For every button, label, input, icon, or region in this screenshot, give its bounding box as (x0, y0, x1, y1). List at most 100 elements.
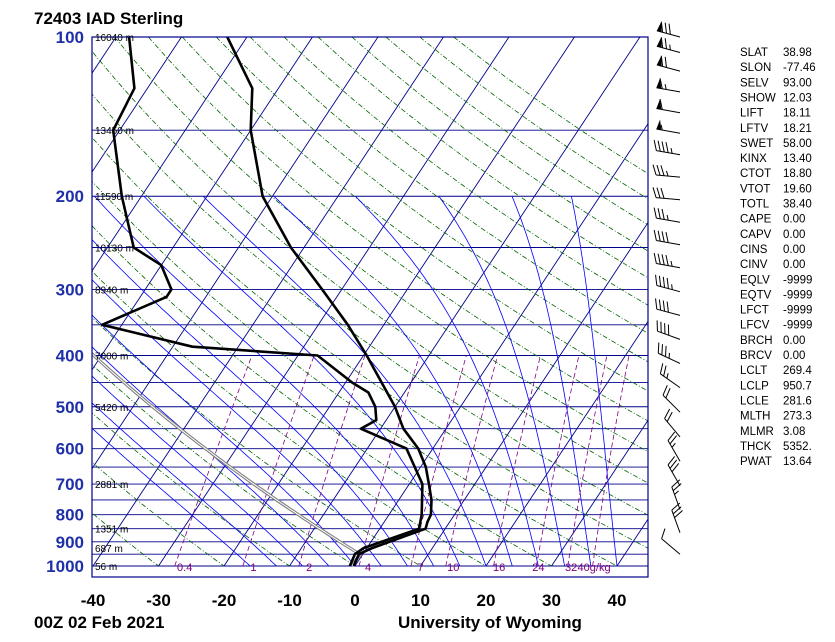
barb-full (669, 435, 678, 445)
isotherm--80 (92, 37, 182, 173)
wind-barb (662, 385, 681, 413)
mixing-ratio-label: 10 (447, 562, 459, 574)
moist-adiabat (511, 196, 592, 567)
dry-adiabat (215, 37, 648, 363)
mixing-ratio-line (242, 355, 315, 567)
barb-full (665, 142, 669, 153)
pressure-label-500: 500 (56, 398, 84, 417)
index-value: -9999 (783, 305, 812, 317)
barb-full (659, 363, 664, 374)
index-name: BRCV (740, 350, 772, 362)
dry-adiabat (92, 316, 421, 567)
barb-pennant (656, 119, 662, 130)
temperature-label: 30 (542, 591, 561, 610)
index-name: BRCH (740, 335, 773, 347)
barb-pennant (656, 21, 662, 33)
wind-barb (656, 37, 681, 53)
wind-barbs (652, 21, 683, 555)
index-value: 281.6 (783, 395, 812, 407)
index-value: 18.80 (783, 168, 812, 180)
isotherm--100 (0, 37, 50, 566)
wind-barb (656, 55, 681, 72)
barb-half (666, 373, 669, 379)
barb-full (659, 78, 663, 89)
dry-adiabat (92, 412, 290, 567)
index-name: LIFT (740, 108, 764, 120)
barb-full (661, 231, 665, 243)
index-value: 38.98 (783, 47, 812, 59)
barb-half (670, 148, 673, 154)
mixing-ratio-label: 32 (565, 562, 577, 574)
moist-adiabat (143, 195, 461, 567)
wind-barb (655, 298, 681, 316)
barb-staff (656, 87, 681, 93)
barb-full (671, 463, 680, 473)
barb-full (665, 254, 669, 266)
index-name: LCLP (740, 380, 769, 392)
height-label: 56 m (95, 562, 117, 573)
isotherm--40 (92, 37, 444, 567)
barb-half (670, 260, 673, 267)
barb-full (672, 483, 682, 492)
barb-pennant (656, 37, 662, 48)
plot-frame (91, 36, 649, 578)
height-label: 10130 m (95, 244, 134, 255)
temperature-profile (226, 37, 433, 567)
barb-staff (656, 108, 681, 114)
index-value: 0.00 (783, 335, 805, 347)
moist-adiabat (438, 195, 565, 567)
barb-full (657, 230, 661, 242)
index-name: CINS (740, 244, 768, 256)
index-name: THCK (740, 441, 772, 453)
barb-full (655, 274, 658, 286)
height-label: 1351 m (95, 525, 128, 536)
wind-barb (667, 431, 681, 462)
pressure-label-300: 300 (56, 280, 84, 299)
barb-full (665, 231, 669, 243)
barb-full (672, 506, 682, 515)
barb-half (669, 44, 671, 50)
barb-full (662, 276, 666, 288)
index-value: 3.08 (783, 426, 805, 438)
mixing-ratio-line (174, 355, 253, 567)
index-value: 58.00 (783, 138, 812, 150)
index-value: 13.40 (783, 153, 812, 165)
mixing-ratio-label: 2 (306, 562, 312, 574)
barb-full (668, 23, 671, 35)
barb-half (666, 170, 669, 177)
pressure-label-700: 700 (56, 475, 84, 494)
isotherm--30 (158, 37, 510, 567)
barb-full (657, 253, 661, 265)
barb-full (665, 387, 671, 399)
index-name: LFCT (740, 305, 769, 317)
mixing-ratio-labels: 0.4 1 2 4 7 10 16 24 32 40g/kg (177, 562, 611, 574)
parcel-path (92, 351, 363, 567)
index-name: LFTV (740, 123, 768, 135)
index-value: 18.11 (783, 108, 811, 120)
mixing-ratio-label: 40g/kg (578, 562, 611, 574)
barb-full (656, 187, 661, 199)
barb-full (656, 164, 661, 176)
barb-staff (660, 373, 681, 389)
barb-full (664, 22, 667, 34)
wind-barb (656, 119, 681, 134)
barb-full (660, 321, 662, 333)
barb-full (667, 324, 670, 336)
barb-full (652, 164, 657, 176)
barb-full (671, 479, 681, 488)
moist-adiabat (273, 195, 513, 567)
mixing-ratio-line (536, 355, 580, 567)
index-name: VTOT (740, 183, 770, 195)
barb-staff (656, 128, 681, 134)
barb-staff (664, 418, 681, 438)
barb-pennant (656, 99, 662, 110)
pressure-label-100: 100 (56, 28, 84, 47)
dry-adiabat (419, 37, 648, 200)
temperature-label: -30 (146, 591, 171, 610)
barb-full (658, 299, 662, 311)
barb-staff (671, 509, 681, 533)
isotherm-20 (485, 320, 648, 567)
barb-full (667, 456, 676, 466)
index-name: SHOW (740, 92, 776, 104)
